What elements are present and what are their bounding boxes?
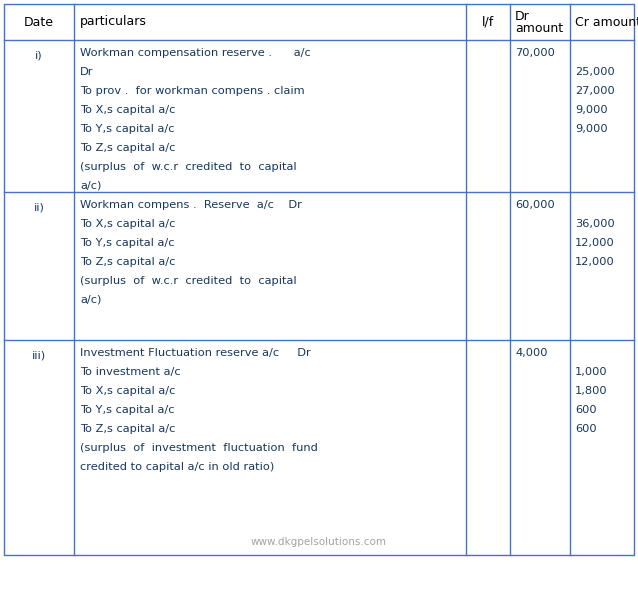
Text: 36,000: 36,000 <box>575 219 615 229</box>
Text: To Z,s capital a/c: To Z,s capital a/c <box>80 143 175 153</box>
Text: To Z,s capital a/c: To Z,s capital a/c <box>80 257 175 267</box>
Text: amount: amount <box>515 22 563 35</box>
Text: 9,000: 9,000 <box>575 105 607 115</box>
Text: Date: Date <box>24 15 54 28</box>
Text: (surplus  of  w.c.r  credited  to  capital: (surplus of w.c.r credited to capital <box>80 162 297 172</box>
Text: Cr amount: Cr amount <box>575 15 638 28</box>
Text: To Y,s capital a/c: To Y,s capital a/c <box>80 124 175 134</box>
Text: 600: 600 <box>575 424 597 434</box>
Text: (surplus  of  w.c.r  credited  to  capital: (surplus of w.c.r credited to capital <box>80 276 297 286</box>
Text: www.dkgpelsolutions.com: www.dkgpelsolutions.com <box>251 537 387 547</box>
Text: To X,s capital a/c: To X,s capital a/c <box>80 219 175 229</box>
Text: 12,000: 12,000 <box>575 257 615 267</box>
Text: To Z,s capital a/c: To Z,s capital a/c <box>80 424 175 434</box>
Text: 27,000: 27,000 <box>575 86 615 96</box>
Text: 60,000: 60,000 <box>515 200 555 210</box>
Text: To investment a/c: To investment a/c <box>80 367 181 377</box>
Text: (surplus  of  investment  fluctuation  fund: (surplus of investment fluctuation fund <box>80 443 318 453</box>
Text: 9,000: 9,000 <box>575 124 607 134</box>
Text: Investment Fluctuation reserve a/c     Dr: Investment Fluctuation reserve a/c Dr <box>80 348 311 358</box>
Text: 70,000: 70,000 <box>515 48 555 58</box>
Text: Dr: Dr <box>515 9 530 22</box>
Text: a/c): a/c) <box>80 181 101 191</box>
Text: Dr: Dr <box>80 67 94 77</box>
Text: 4,000: 4,000 <box>515 348 547 358</box>
Text: Workman compens .  Reserve  a/c    Dr: Workman compens . Reserve a/c Dr <box>80 200 302 210</box>
Text: To prov .  for workman compens . claim: To prov . for workman compens . claim <box>80 86 304 96</box>
Text: ii): ii) <box>34 202 45 212</box>
Text: iii): iii) <box>32 350 46 360</box>
Text: Workman compensation reserve .      a/c: Workman compensation reserve . a/c <box>80 48 311 58</box>
Text: To Y,s capital a/c: To Y,s capital a/c <box>80 238 175 248</box>
Text: To X,s capital a/c: To X,s capital a/c <box>80 105 175 115</box>
Text: l/f: l/f <box>482 15 494 28</box>
Text: 1,800: 1,800 <box>575 386 607 396</box>
Text: credited to capital a/c in old ratio): credited to capital a/c in old ratio) <box>80 462 274 472</box>
Text: To X,s capital a/c: To X,s capital a/c <box>80 386 175 396</box>
Text: To Y,s capital a/c: To Y,s capital a/c <box>80 405 175 415</box>
Text: 25,000: 25,000 <box>575 67 615 77</box>
Text: i): i) <box>35 50 43 60</box>
Text: 600: 600 <box>575 405 597 415</box>
Text: 12,000: 12,000 <box>575 238 615 248</box>
Text: a/c): a/c) <box>80 295 101 305</box>
Text: 1,000: 1,000 <box>575 367 607 377</box>
Text: particulars: particulars <box>80 15 147 28</box>
